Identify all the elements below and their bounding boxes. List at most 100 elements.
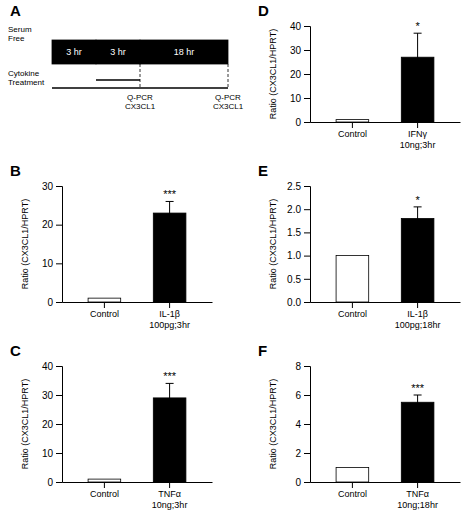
x-axis: Control TNFα10ng;3hr xyxy=(63,482,213,510)
y-axis-title: Ratio (CX3CL1/HPRT) xyxy=(268,29,278,119)
significance-label: * xyxy=(415,20,420,32)
tick: 10 xyxy=(290,93,310,104)
tick-mark xyxy=(304,424,310,425)
tick: 20 xyxy=(42,219,62,230)
tick-label: 40 xyxy=(42,361,54,372)
x-axis: Control IL-1β100pg;3hr xyxy=(63,302,213,330)
axis-line xyxy=(311,122,461,123)
tick-mark xyxy=(304,186,310,187)
tick-label: 2.0 xyxy=(287,204,301,215)
tick-label: 0 xyxy=(47,297,53,308)
figure: A3 hr3 hr18 hrSerumFreeCytokineTreatment… xyxy=(0,0,474,520)
error-bar xyxy=(166,383,174,412)
panel: B0102030ControlIL-1β100pg;3hrRatio (CX3C… xyxy=(10,162,213,330)
timepoint-label: Q-PCRCX3CL1 xyxy=(125,93,156,111)
tick-label: 6 xyxy=(295,390,301,401)
y-axis: 0 2 4 6 8 xyxy=(295,361,310,488)
timeline-box-label: 3 hr xyxy=(110,47,126,57)
tick-label: IFNγ10ng;3hr xyxy=(400,129,436,149)
error-bar xyxy=(414,33,422,81)
tick-label: 10 xyxy=(42,258,54,269)
tick-mark xyxy=(304,209,310,210)
tick-label: Control xyxy=(90,489,119,499)
tick: 0.0 xyxy=(287,297,310,308)
tick-mark xyxy=(104,302,105,308)
panel: E0.00.51.01.52.02.5ControlIL-1β100pg;18h… xyxy=(258,162,461,330)
tick-label: TNFα10ng;18hr xyxy=(397,489,438,509)
timeline-box xyxy=(140,40,228,64)
panel: A3 hr3 hr18 hrSerumFreeCytokineTreatment… xyxy=(8,2,244,111)
tick: 8 xyxy=(295,361,310,372)
tick-label: 30 xyxy=(290,45,302,56)
tick: 40 xyxy=(42,361,62,372)
panel-label: A xyxy=(10,2,21,19)
tick: 10 xyxy=(42,448,62,459)
tick-mark xyxy=(304,256,310,257)
plot: 010203040ControlTNFα10ng;3hrRatio (CX3CL… xyxy=(20,361,213,510)
tick-mark xyxy=(304,302,310,303)
tick-mark xyxy=(56,366,62,367)
significance-label: *** xyxy=(163,370,177,382)
tick-mark xyxy=(56,186,62,187)
tick-label: 10 xyxy=(42,448,54,459)
x-axis: ControlTNFα10ng;18hr xyxy=(311,482,461,510)
tick-mark xyxy=(304,395,310,396)
timeline-box-label: 18 hr xyxy=(174,47,195,57)
axis-line xyxy=(63,482,213,483)
y-axis-title: Ratio (CX3CL1/HPRT) xyxy=(268,199,278,289)
axis-line xyxy=(311,482,461,483)
tick-mark xyxy=(56,302,62,303)
tick-mark xyxy=(56,482,62,483)
tick: 0.5 xyxy=(287,274,310,285)
tick: Control xyxy=(338,122,367,139)
tick: 40 xyxy=(290,21,310,32)
tick: 30 xyxy=(42,390,62,401)
bar xyxy=(88,479,121,482)
tick: 0 xyxy=(47,477,62,488)
tick-mark xyxy=(304,98,310,99)
plot: 02468ControlTNFα10ng;18hrRatio (CX3CL1/H… xyxy=(268,361,461,510)
axis-line xyxy=(304,367,311,483)
marks xyxy=(336,207,434,302)
tick-label: 0.5 xyxy=(287,274,301,285)
tick: Control xyxy=(90,482,119,499)
tick: IL-1β100pg;18hr xyxy=(395,302,441,330)
tick: 1.0 xyxy=(287,250,310,261)
panel: D010203040ControlIFNγ10ng;3hrRatio (CX3C… xyxy=(258,2,461,150)
tick-mark xyxy=(56,225,62,226)
axis-line xyxy=(56,187,63,303)
axis-line xyxy=(304,187,311,303)
tick-mark xyxy=(304,279,310,280)
y-axis-title: Ratio (CX3CL1/HPRT) xyxy=(20,379,30,469)
tick: 0 xyxy=(295,477,310,488)
marks xyxy=(88,383,186,482)
tick-mark xyxy=(56,453,62,454)
bar xyxy=(336,468,369,483)
tick-label: 2 xyxy=(295,448,301,459)
tick-mark xyxy=(56,424,62,425)
panel: F02468ControlTNFα10ng;18hrRatio (CX3CL1/… xyxy=(258,342,461,510)
x-axis: Control IFNγ10ng;3hr xyxy=(311,122,461,150)
tick-label: TNFα10ng;3hr xyxy=(152,489,188,509)
timeline-box xyxy=(52,40,96,64)
error-bar xyxy=(414,395,422,410)
significance-label: * xyxy=(415,194,420,206)
tick-mark xyxy=(352,302,353,308)
tick-label: 4 xyxy=(295,419,301,430)
tick: 20 xyxy=(290,69,310,80)
panel-label: E xyxy=(258,162,268,179)
bar xyxy=(88,298,121,302)
tick: Control xyxy=(338,302,367,319)
tick-label: 30 xyxy=(42,181,54,192)
y-axis-title: Ratio (CX3CL1/HPRT) xyxy=(20,199,30,289)
tick-mark xyxy=(304,122,310,123)
tick: 2.0 xyxy=(287,204,310,215)
timeline-label: SerumFree xyxy=(8,25,32,43)
tick: IL-1β100pg;3hr xyxy=(149,302,190,330)
y-axis: 0.00.51.01.52.02.5 xyxy=(287,181,310,308)
tick-mark xyxy=(304,232,310,233)
tick: Control xyxy=(90,302,119,319)
tick-mark xyxy=(56,395,62,396)
tick-label: 8 xyxy=(295,361,301,372)
tick: 2.5 xyxy=(287,181,310,192)
